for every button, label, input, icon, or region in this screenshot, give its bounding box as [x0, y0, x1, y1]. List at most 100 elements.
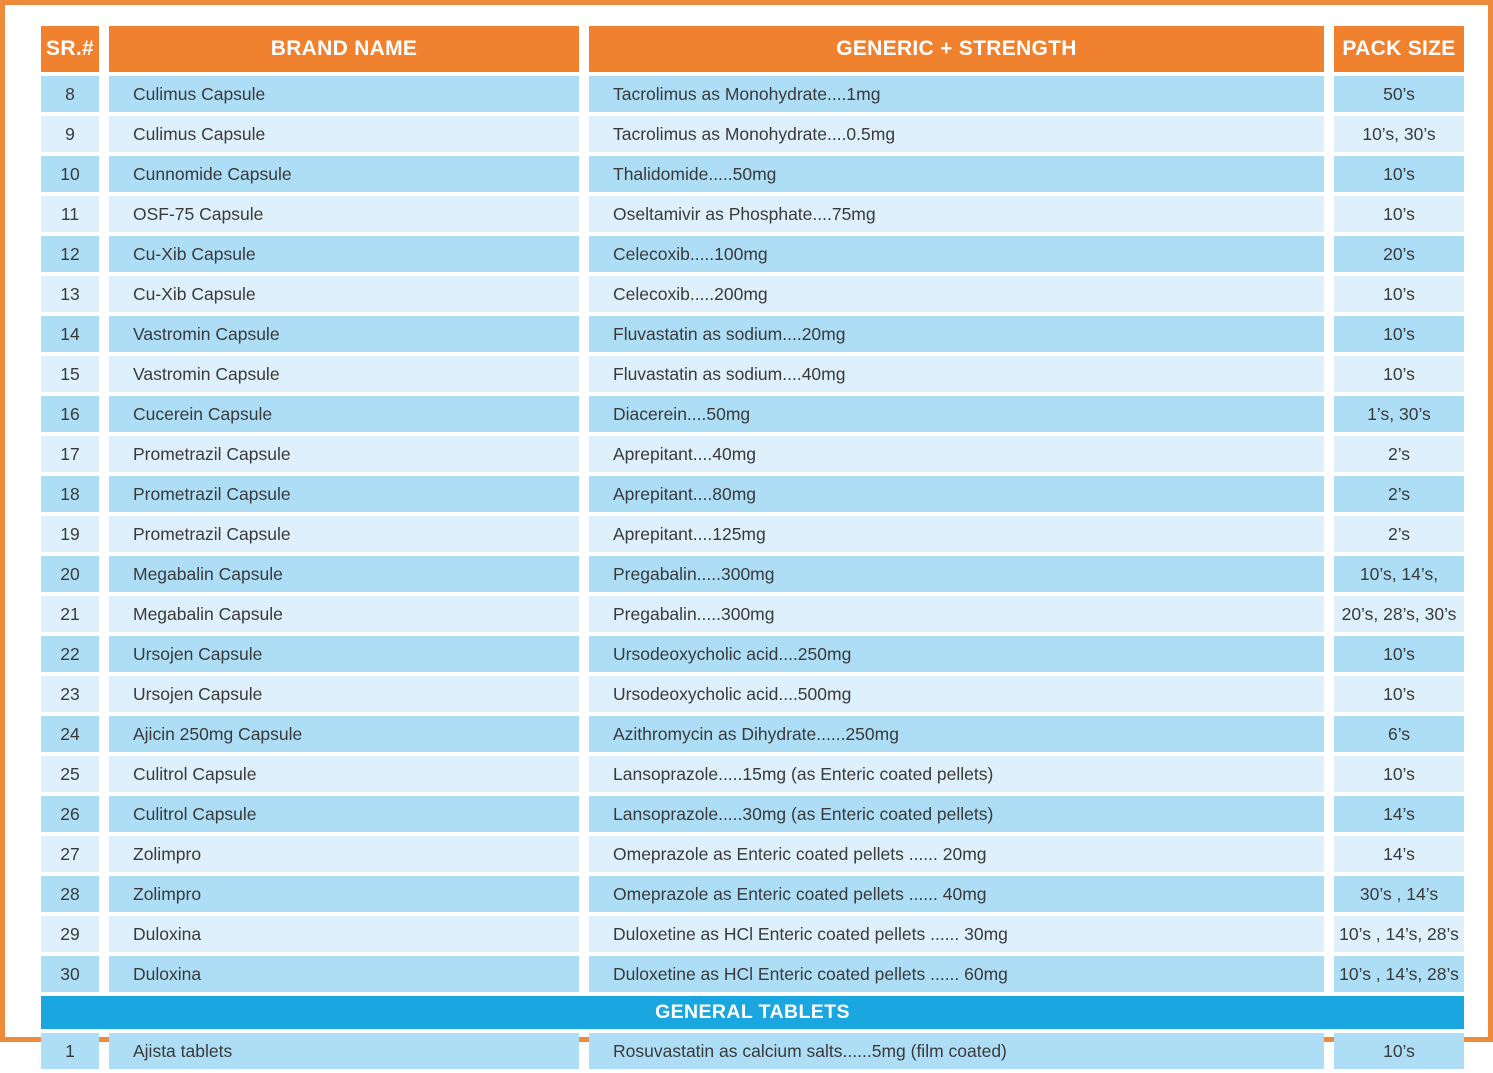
row-generic-strength: Tacrolimus as Monohydrate....1mg: [589, 76, 1324, 112]
row-generic-strength: Ursodeoxycholic acid....250mg: [589, 636, 1324, 672]
table-row: 23 Ursojen Capsule Ursodeoxycholic acid...…: [41, 676, 1464, 712]
table-row: 29 Duloxina Duloxetine as HCl Enteric coat…: [41, 916, 1464, 952]
row-sr-number: 12: [41, 236, 99, 272]
section-header-general-tablets: GENERAL TABLETS: [41, 996, 1464, 1029]
row-pack-size: 10’s: [1334, 356, 1464, 392]
table-row: 20 Megabalin Capsule Pregabalin.....300mg 1…: [41, 556, 1464, 592]
row-generic-strength: Omeprazole as Enteric coated pellets ...…: [589, 876, 1324, 912]
row-pack-size: 10’s , 14’s, 28’s: [1334, 916, 1464, 952]
row-pack-size: 30’s , 14’s: [1334, 876, 1464, 912]
row-pack-size: 10’s: [1334, 196, 1464, 232]
row-generic-strength: Fluvastatin as sodium....40mg: [589, 356, 1324, 392]
table-row: 24 Ajicin 250mg Capsule Azithromycin as Di…: [41, 716, 1464, 752]
row-brand-name: Ursojen Capsule: [109, 636, 579, 672]
row-brand-name: Prometrazil Capsule: [109, 516, 579, 552]
row-pack-size: 2’s: [1334, 476, 1464, 512]
table-row: 11 OSF-75 Capsule Oseltamivir as Phosphate…: [41, 196, 1464, 232]
table-header: SR.# BRAND NAME GENERIC + STRENGTH PACK …: [41, 26, 1464, 72]
row-sr-number: 29: [41, 916, 99, 952]
row-sr-number: 25: [41, 756, 99, 792]
table-row: 19 Prometrazil Capsule Aprepitant....125mg…: [41, 516, 1464, 552]
row-brand-name: Zolimpro: [109, 836, 579, 872]
row-sr-number: 21: [41, 596, 99, 632]
row-brand-name: Ajista tablets: [109, 1033, 579, 1069]
row-generic-strength: Thalidomide.....50mg: [589, 156, 1324, 192]
row-pack-size: 10’s: [1334, 636, 1464, 672]
row-pack-size: 10’s: [1334, 676, 1464, 712]
section-row: GENERAL TABLETS: [41, 996, 1464, 1029]
row-sr-number: 23: [41, 676, 99, 712]
row-generic-strength: Tacrolimus as Monohydrate....0.5mg: [589, 116, 1324, 152]
table-row: 16 Cucerein Capsule Diacerein....50mg 1’s, …: [41, 396, 1464, 432]
row-brand-name: Culitrol Capsule: [109, 796, 579, 832]
row-pack-size: 10’s, 30’s: [1334, 116, 1464, 152]
row-pack-size: 10’s: [1334, 316, 1464, 352]
row-pack-size: 10’s: [1334, 1033, 1464, 1069]
table-row: 17 Prometrazil Capsule Aprepitant....40mg 2…: [41, 436, 1464, 472]
row-generic-strength: Aprepitant....125mg: [589, 516, 1324, 552]
row-brand-name: Vastromin Capsule: [109, 356, 579, 392]
row-sr-number: 26: [41, 796, 99, 832]
row-generic-strength: Omeprazole as Enteric coated pellets ...…: [589, 836, 1324, 872]
table-row: 15 Vastromin Capsule Fluvastatin as sodium…: [41, 356, 1464, 392]
row-pack-size: 6’s: [1334, 716, 1464, 752]
col-header-sr: SR.#: [41, 26, 99, 72]
row-pack-size: 10’s: [1334, 276, 1464, 312]
row-sr-number: 15: [41, 356, 99, 392]
table-row: 14 Vastromin Capsule Fluvastatin as sodium…: [41, 316, 1464, 352]
row-generic-strength: Aprepitant....40mg: [589, 436, 1324, 472]
row-sr-number: 17: [41, 436, 99, 472]
row-pack-size: 10’s , 14’s, 28’s: [1334, 956, 1464, 992]
table-row: 12 Cu-Xib Capsule Celecoxib.....100mg 20’s: [41, 236, 1464, 272]
row-pack-size: 50’s: [1334, 76, 1464, 112]
table-row: 30 Duloxina Duloxetine as HCl Enteric coat…: [41, 956, 1464, 992]
row-brand-name: Prometrazil Capsule: [109, 436, 579, 472]
row-brand-name: Ajicin 250mg Capsule: [109, 716, 579, 752]
row-generic-strength: Ursodeoxycholic acid....500mg: [589, 676, 1324, 712]
row-generic-strength: Pregabalin.....300mg: [589, 556, 1324, 592]
table-row: 25 Culitrol Capsule Lansoprazole.....15mg …: [41, 756, 1464, 792]
row-sr-number: 30: [41, 956, 99, 992]
page-frame: SR.# BRAND NAME GENERIC + STRENGTH PACK …: [5, 5, 1488, 1069]
row-sr-number: 19: [41, 516, 99, 552]
table-row: 8 Culimus Capsule Tacrolimus as Monohydrat…: [41, 76, 1464, 112]
row-pack-size: 14’s: [1334, 796, 1464, 832]
row-generic-strength: Duloxetine as HCl Enteric coated pellets…: [589, 956, 1324, 992]
row-pack-size: 10’s: [1334, 756, 1464, 792]
row-generic-strength: Celecoxib.....100mg: [589, 236, 1324, 272]
row-brand-name: Vastromin Capsule: [109, 316, 579, 352]
row-brand-name: Megabalin Capsule: [109, 596, 579, 632]
row-generic-strength: Aprepitant....80mg: [589, 476, 1324, 512]
row-brand-name: Duloxina: [109, 956, 579, 992]
row-sr-number: 14: [41, 316, 99, 352]
row-brand-name: Duloxina: [109, 916, 579, 952]
table-row: 10 Cunnomide Capsule Thalidomide.....50mg 1…: [41, 156, 1464, 192]
table-row: 27 Zolimpro Omeprazole as Enteric coated p…: [41, 836, 1464, 872]
col-header-pack: PACK SIZE: [1334, 26, 1464, 72]
col-header-brand: BRAND NAME: [109, 26, 579, 72]
row-pack-size: 1’s, 30’s: [1334, 396, 1464, 432]
row-generic-strength: Fluvastatin as sodium....20mg: [589, 316, 1324, 352]
row-sr-number: 1: [41, 1033, 99, 1069]
row-sr-number: 11: [41, 196, 99, 232]
capsule-rows: 8 Culimus Capsule Tacrolimus as Monohydrat…: [41, 76, 1464, 992]
row-generic-strength: Duloxetine as HCl Enteric coated pellets…: [589, 916, 1324, 952]
row-pack-size: 2’s: [1334, 516, 1464, 552]
row-sr-number: 20: [41, 556, 99, 592]
row-sr-number: 13: [41, 276, 99, 312]
row-sr-number: 16: [41, 396, 99, 432]
row-generic-strength: Celecoxib.....200mg: [589, 276, 1324, 312]
row-pack-size: 10’s: [1334, 156, 1464, 192]
row-sr-number: 10: [41, 156, 99, 192]
row-brand-name: Zolimpro: [109, 876, 579, 912]
tablet-rows: 1 Ajista tablets Rosuvastatin as calcium s…: [41, 1033, 1464, 1069]
row-sr-number: 8: [41, 76, 99, 112]
table-row: 9 Culimus Capsule Tacrolimus as Monohydrat…: [41, 116, 1464, 152]
table-row: 28 Zolimpro Omeprazole as Enteric coated p…: [41, 876, 1464, 912]
row-generic-strength: Lansoprazole.....15mg (as Enteric coated…: [589, 756, 1324, 792]
table-row: 1 Ajista tablets Rosuvastatin as calcium s…: [41, 1033, 1464, 1069]
row-sr-number: 24: [41, 716, 99, 752]
row-generic-strength: Diacerein....50mg: [589, 396, 1324, 432]
row-brand-name: Cu-Xib Capsule: [109, 236, 579, 272]
col-header-generic: GENERIC + STRENGTH: [589, 26, 1324, 72]
